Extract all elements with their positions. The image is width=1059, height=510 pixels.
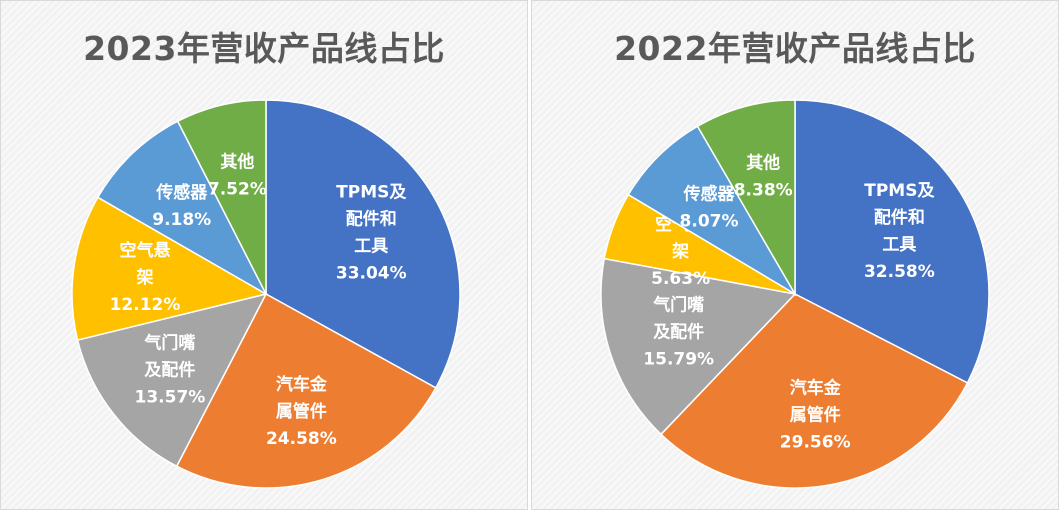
slice-label-2023-2: 气门嘴及配件 13.57% [135,333,206,408]
slice-label-2023-1: 汽车金属管件 24.58% [266,374,337,449]
slice-label-2023-4: 传感器 9.18% [152,182,211,230]
slice-label-line: 其他 [220,152,254,173]
slice-label-line: 属管件 [276,401,327,422]
slice-label-line: 属管件 [790,405,841,426]
slice-label-line: 汽车金 [790,378,842,399]
slice-value-label: 15.79% [643,350,714,370]
chart-panel-2023: 2023年营收产品线占比 TPMS及配件和工具 33.04% 汽车金属管件 24.58… [0,0,528,510]
slice-value-label: 29.56% [780,433,851,453]
pie-chart-2023: TPMS及配件和工具 33.04% 汽车金属管件 24.58% 气门嘴及配件 13.57%… [71,99,461,489]
pie-slice-2023-4 [96,120,268,296]
slice-label-2022-1: 汽车金属管件 29.56% [780,378,851,453]
slice-label-line: TPMS及 [336,182,407,202]
pie-slice-2022-2 [600,257,797,436]
chart-title-2022: 2022年营收产品线占比 [614,29,976,68]
slice-label-line: 传感器 [683,184,736,205]
slice-value-label: 33.04% [336,263,407,283]
pie-slice-2022-4 [627,125,798,297]
slice-value-label: 13.57% [135,388,206,408]
slice-label-line: 及配件 [653,322,704,343]
slice-value-label: 8.07% [680,212,739,232]
slice-label-line: 配件和 [874,207,925,228]
slice-label-line: 空气悬 [119,240,170,261]
slice-label-line: 气门嘴 [143,333,195,354]
slice-label-2023-0: TPMS及配件和工具 33.04% [336,182,408,283]
slice-label-2022-5: 其他 8.38% [734,152,793,200]
slice-label-line: 及配件 [144,360,195,381]
slice-value-label: 12.12% [110,295,181,315]
slice-label-2022-2: 气门嘴及配件 15.79% [643,295,714,370]
pie-slice-2022-1 [659,293,969,489]
pie-slice-2023-3 [71,196,268,341]
slice-value-label: 32.58% [864,262,935,282]
pie-slice-2022-0 [794,99,990,384]
slice-label-line: TPMS及 [864,181,935,201]
slice-label-line: 气门嘴 [652,295,704,316]
chart-title-2023: 2023年营收产品线占比 [83,29,445,68]
slice-value-label: 5.63% [651,269,710,289]
pie-chart-2022: TPMS及配件和工具 32.58% 汽车金属管件 29.56% 气门嘴及配件 15.79%… [600,99,990,489]
chart-panel-2022: 2022年营收产品线占比 TPMS及配件和工具 32.58% 汽车金属管件 29.56… [531,0,1059,510]
slice-label-line: 汽车金 [276,374,328,395]
slice-label-line: 工具 [882,235,916,255]
pie-slice-2023-2 [76,292,268,468]
pie-slice-2022-5 [696,99,796,297]
slice-label-line: 工具 [354,236,388,256]
slice-label-line: 传感器 [155,182,208,203]
slice-label-line: 配件和 [346,208,397,229]
pie-slice-2023-0 [265,99,461,389]
slice-label-line: 其他 [746,152,780,173]
slice-value-label: 9.18% [152,210,211,230]
slice-value-label: 8.38% [734,180,793,200]
slice-label-2023-5: 其他 7.52% [208,152,267,200]
slice-value-label: 24.58% [266,429,337,449]
slice-label-2022-0: TPMS及配件和工具 32.58% [864,181,936,282]
slice-value-label: 7.52% [208,180,267,200]
slice-label-line: 架 [672,241,689,262]
slice-label-2022-4: 传感器 8.07% [680,184,739,232]
slice-label-line: 架 [136,267,153,288]
pie-slice-2023-5 [176,99,267,295]
slice-label-2023-3: 空气悬架 12.12% [110,240,181,315]
